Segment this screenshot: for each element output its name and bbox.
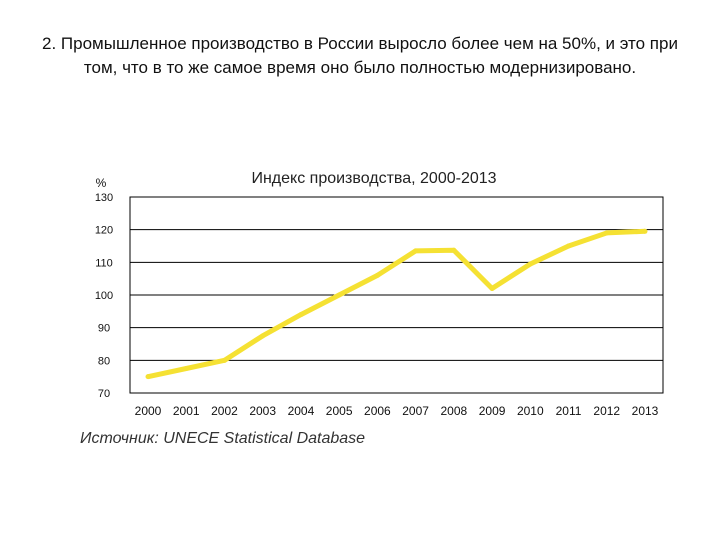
series: [145, 228, 648, 380]
data-point-2008: [451, 247, 457, 253]
data-point-2003: [260, 333, 266, 339]
y-tick-labels: 70 80 90 100 110 120 130: [95, 192, 113, 400]
x-tick-labels: 2000 2001 2002 2003 2004 2005 2006 2007 2008 2009…: [135, 404, 659, 418]
x-tick-label-2009: 2009: [479, 404, 506, 418]
x-tick-label-2006: 2006: [364, 404, 391, 418]
data-point-2011: [566, 243, 572, 249]
data-point-2005: [336, 292, 342, 298]
data-point-2007: [413, 248, 419, 254]
x-tick-label-2000: 2000: [135, 404, 162, 418]
data-point-2004: [298, 312, 304, 318]
x-tick-label-2003: 2003: [249, 404, 276, 418]
data-point-2006: [374, 272, 380, 278]
data-point-2013: [642, 228, 648, 234]
x-tick-label-2012: 2012: [593, 404, 620, 418]
y-tick-label-120: 120: [95, 225, 113, 237]
series-line-0: [147, 228, 646, 380]
data-point-2009: [489, 285, 495, 291]
data-point-2002: [221, 357, 227, 363]
x-tick-label-2007: 2007: [402, 404, 429, 418]
data-point-2000: [145, 374, 151, 380]
data-point-2012: [604, 230, 610, 236]
slide-title: 2. Промышленное производство в России вы…: [42, 34, 678, 77]
y-tick-label-100: 100: [95, 290, 113, 302]
y-tick-label-70: 70: [98, 388, 110, 400]
x-tick-label-2004: 2004: [288, 404, 315, 418]
data-point-2010: [527, 261, 533, 267]
y-tick-label-130: 130: [95, 192, 113, 204]
x-tick-label-2013: 2013: [632, 404, 659, 418]
x-tick-label-2001: 2001: [173, 404, 200, 418]
chart-title: Индекс производства, 2000-2013: [251, 170, 496, 187]
plot-frame: [129, 196, 664, 394]
x-tick-label-2011: 2011: [556, 404, 582, 418]
x-tick-label-2008: 2008: [440, 404, 467, 418]
y-tick-label-80: 80: [98, 355, 110, 367]
y-axis-unit-label: %: [96, 176, 107, 190]
source-note: Источник: UNECE Statistical Database: [80, 430, 366, 447]
y-tick-label-110: 110: [95, 257, 113, 269]
data-point-2001: [183, 366, 189, 371]
x-tick-label-2002: 2002: [211, 404, 238, 418]
x-tick-label-2010: 2010: [517, 404, 544, 418]
y-tick-label-90: 90: [98, 323, 110, 335]
x-tick-label-2005: 2005: [326, 404, 353, 418]
